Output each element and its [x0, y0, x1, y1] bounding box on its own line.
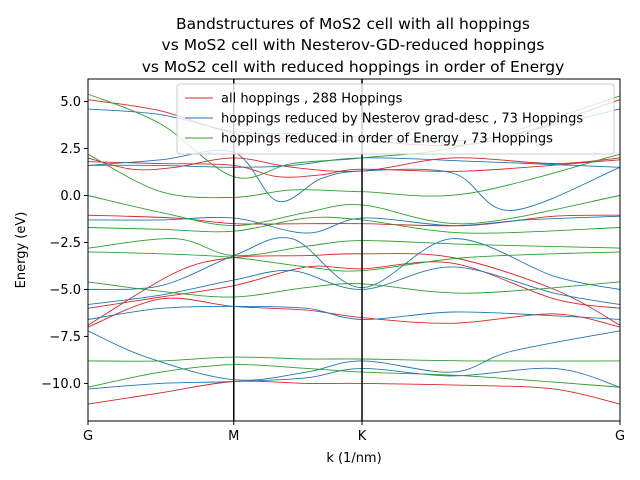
- y-tick-label-6: −7.5: [49, 330, 81, 345]
- series-2-band-6: [87, 266, 621, 305]
- y-tick-label-7: −10.0: [41, 377, 81, 392]
- legend: all hoppings , 288 Hoppings hoppings redu…: [176, 83, 615, 155]
- series-2-band-2: [87, 149, 621, 211]
- title-line-1: Bandstructures of MoS2 cell with all hop…: [176, 15, 530, 33]
- bands-layer: [87, 93, 621, 405]
- y-tick-label-4: −2.5: [49, 236, 81, 251]
- series-3-band-9: [87, 364, 621, 388]
- x-tick-label-1: G: [83, 429, 93, 444]
- series-1-band-4: [87, 214, 621, 227]
- series-3-band-5: [87, 238, 621, 257]
- series-2-band-4: [87, 215, 621, 234]
- y-ticks: 5.0 2.5 0.0 −2.5 −5.0 −7.5 −10.0: [41, 95, 88, 392]
- series-2-band-7: [87, 305, 621, 320]
- series-2-band-3: [87, 157, 621, 168]
- series-3-band-2: [87, 153, 621, 199]
- plot-frame: [87, 78, 621, 422]
- series-1: [87, 99, 621, 405]
- series-1-band-6: [87, 261, 621, 309]
- x-axis-label: k (1/nm): [326, 451, 381, 466]
- legend-label-1: all hoppings , 288 Hoppings: [221, 92, 403, 107]
- series-2-band-9: [87, 367, 621, 390]
- y-axis-label: Energy (eV): [14, 212, 29, 289]
- series-3-band-8: [87, 356, 621, 362]
- series-1-band-8: [87, 380, 621, 405]
- series-3-band-4: [87, 216, 621, 234]
- series-3: [87, 93, 621, 388]
- series-1-band-2: [87, 157, 621, 172]
- y-tick-label-1: 5.0: [60, 95, 81, 110]
- series-3-band-3: [87, 195, 621, 227]
- y-tick-label-5: −5.0: [49, 283, 81, 298]
- legend-label-2: hoppings reduced by Nesterov grad-desc ,…: [221, 112, 583, 127]
- series-2-band-5: [87, 237, 621, 290]
- series-2-band-8: [87, 330, 621, 381]
- series-2: [87, 108, 621, 390]
- series-3-band-6: [87, 251, 621, 272]
- x-tick-label-4: G: [615, 429, 625, 444]
- title-line-2: vs MoS2 cell with Nesterov-GD-reduced ho…: [162, 36, 545, 54]
- y-tick-label-2: 2.5: [60, 142, 81, 157]
- series-3-band-7: [87, 281, 621, 298]
- y-tick-label-3: 0.0: [60, 189, 81, 204]
- series-1-band-7: [87, 297, 621, 328]
- series-1-band-3: [87, 159, 621, 178]
- legend-box: [176, 83, 615, 155]
- series-1-band-5: [87, 253, 621, 326]
- x-tick-label-3: K: [358, 429, 367, 444]
- chart-title: Bandstructures of MoS2 cell with all hop…: [142, 15, 565, 76]
- legend-label-3: hoppings reduced in order of Energy , 73…: [221, 132, 553, 147]
- x-tick-label-2: M: [228, 429, 239, 444]
- title-line-3: vs MoS2 cell with reduced hoppings in or…: [142, 58, 565, 76]
